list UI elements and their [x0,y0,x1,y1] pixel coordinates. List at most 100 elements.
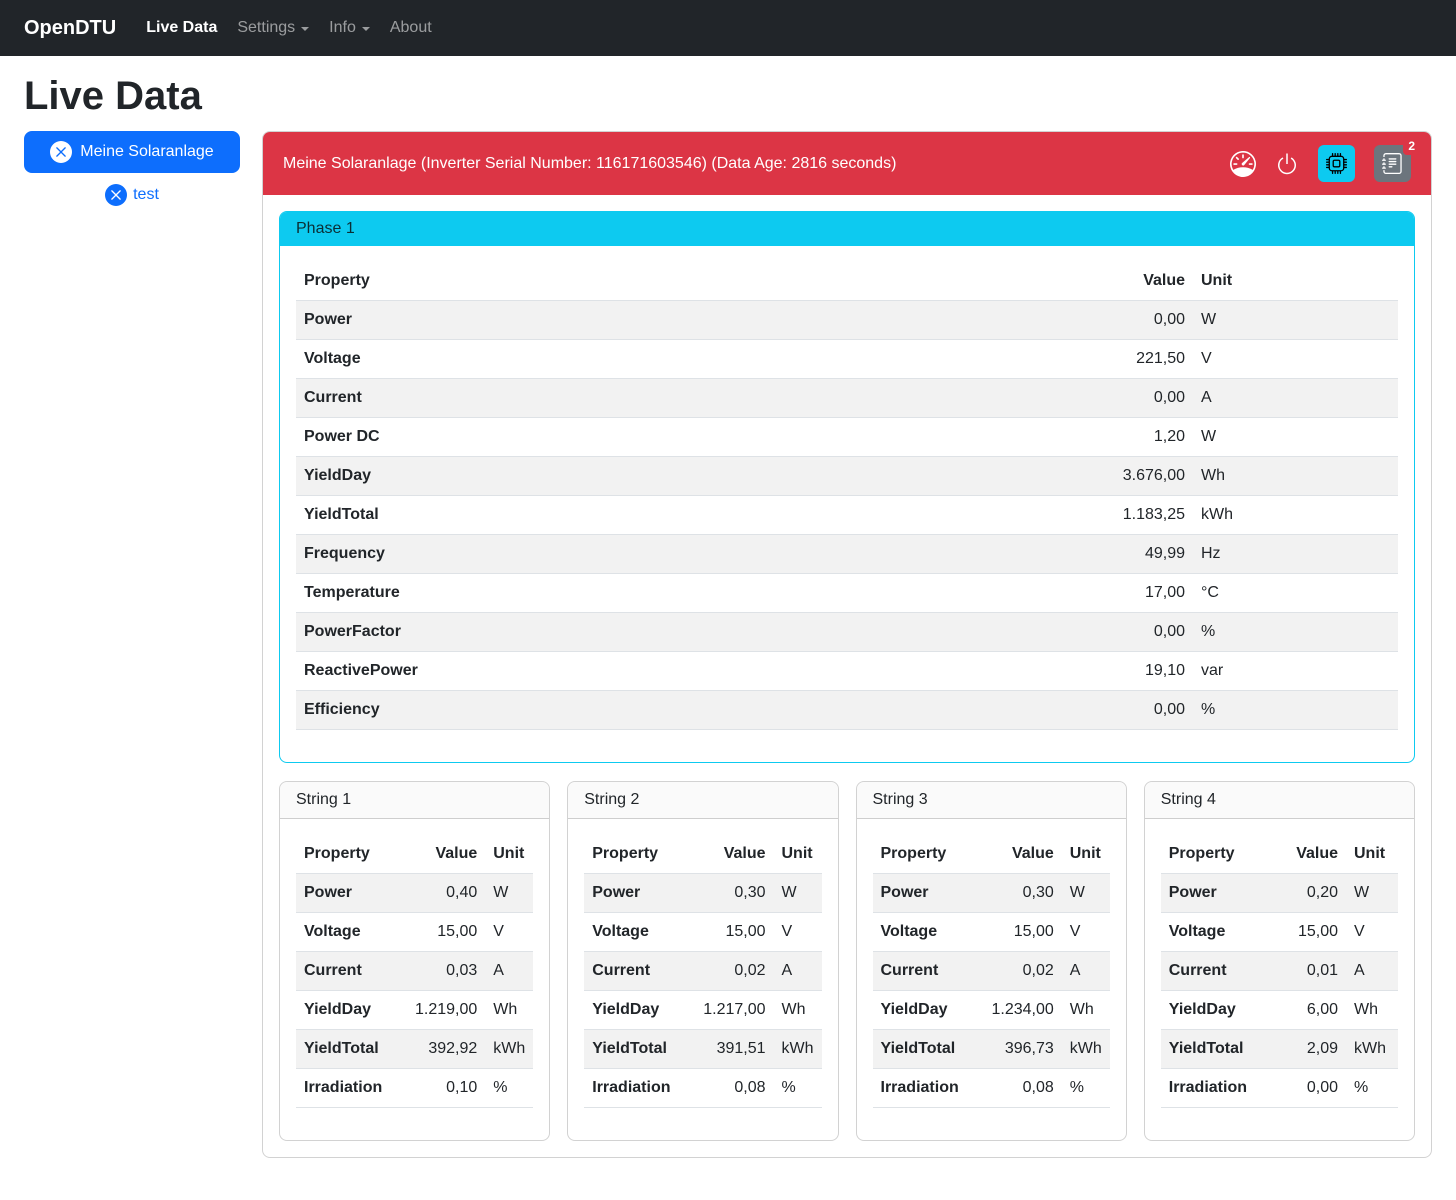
property-cell: Voltage [1160,912,1280,952]
nav-item-live-data[interactable]: Live Data [136,11,227,45]
chevron-down-icon [301,27,310,31]
column-header: Property [296,262,1073,301]
unit-cell: V [1346,912,1398,952]
unit-cell: W [1193,300,1398,340]
unit-cell: A [1346,951,1398,991]
table-row: Irradiation 0,08% [872,1068,1110,1108]
inverter-panel-title: Meine Solaranlage (Inverter Serial Numbe… [283,154,897,172]
unit-cell: % [1346,1068,1398,1108]
unit-cell: % [485,1068,534,1108]
inverter-panel-header: Meine Solaranlage (Inverter Serial Numbe… [263,132,1431,195]
property-cell: Power [1160,873,1280,913]
value-cell: 1.219,00 [406,990,486,1030]
column-header: Property [296,835,407,874]
nav-item-info[interactable]: Info [319,11,380,45]
table-row: Irradiation 0,08% [584,1068,822,1108]
inverter-panel-body: Phase 1 Property Value Unit Power 0,00 W Volta… [263,195,1431,1157]
property-cell: Power [872,873,984,913]
unit-cell: Wh [773,990,822,1030]
value-cell: 15,00 [406,912,486,952]
property-cell: Current [584,951,696,991]
unit-cell: W [1193,417,1398,457]
strings-row: String 1 Property Value Unit Power 0,40 W Volt… [279,781,1415,1141]
property-cell: YieldDay [296,990,407,1030]
inverter-select-test[interactable]: test [24,184,240,206]
limit-settings-button[interactable] [1230,150,1256,177]
unit-cell: var [1193,651,1398,691]
inverter-select-meine-solaranlage[interactable]: Meine Solaranlage [24,131,240,173]
table-row: Irradiation 0,00% [1160,1068,1398,1108]
property-cell: ReactivePower [296,651,1073,691]
column-header: Value [695,835,774,874]
value-cell: 0,02 [983,951,1062,991]
table-header-row: Property Value Unit [296,262,1398,301]
string-card-body: Property Value Unit Power 0,40 W Voltage 15,00 V… [280,819,549,1140]
property-cell: Voltage [296,912,407,952]
nav-item-label: Live Data [146,19,218,36]
value-cell: 15,00 [1279,912,1346,952]
unit-cell: Wh [1193,456,1398,496]
value-cell: 1.217,00 [695,990,774,1030]
phase-table: Property Value Unit Power 0,00 W Voltage 221,50… [296,262,1398,730]
power-control-button[interactable] [1275,152,1299,176]
value-cell: 0,00 [1073,612,1193,652]
string-card: String 2 Property Value Unit Power 0,30 W Volt… [567,781,839,1141]
unit-cell: kWh [1193,495,1398,535]
value-cell: 1,20 [1073,417,1193,457]
table-row: Voltage 221,50 V [296,339,1398,379]
value-cell: 19,10 [1073,651,1193,691]
unit-cell: kWh [485,1029,534,1069]
string-card-body: Property Value Unit Power 0,30 W Voltage 15,00 V… [857,819,1126,1140]
property-cell: YieldDay [296,456,1073,496]
table-row: YieldTotal 391,51 kWh [584,1029,822,1069]
nav-item-about[interactable]: About [380,11,442,45]
unit-cell: % [1193,690,1398,730]
property-cell: Voltage [296,339,1073,379]
unit-cell: W [485,873,534,913]
speedometer-icon [1230,150,1256,177]
unit-cell: Wh [1061,990,1110,1030]
unit-cell: kWh [1346,1029,1398,1069]
property-cell: Irradiation [872,1068,984,1108]
value-cell: 0,00 [1073,690,1193,730]
table-row: Voltage 15,00 V [1160,912,1398,952]
value-cell: 0,03 [406,951,486,991]
brand-link[interactable]: OpenDTU [24,16,117,39]
value-cell: 0,00 [1073,300,1193,340]
property-cell: YieldTotal [1160,1029,1280,1069]
property-cell: PowerFactor [296,612,1073,652]
table-row: Voltage 15,00 V [296,912,534,952]
property-cell: Current [296,378,1073,418]
property-cell: Irradiation [1160,1068,1280,1108]
property-cell: Temperature [296,573,1073,613]
property-cell: Current [872,951,984,991]
unit-cell: % [773,1068,822,1108]
value-cell: 391,51 [695,1029,774,1069]
phase-card: Phase 1 Property Value Unit Power 0,00 W Volta… [279,211,1415,763]
value-cell: 0,30 [695,873,774,913]
unit-cell: W [1346,873,1398,913]
event-log-button[interactable]: 2 [1374,137,1420,182]
unit-cell: A [773,951,822,991]
cpu-icon [1326,153,1347,174]
string-table: Property Value Unit Power 0,30 W Voltage 15,00 V… [872,835,1110,1108]
value-cell: 0,08 [983,1068,1062,1108]
unit-cell: V [1193,339,1398,379]
value-cell: 0,30 [983,873,1062,913]
device-info-button[interactable] [1318,145,1355,182]
unit-cell: A [1193,378,1398,418]
property-cell: Voltage [584,912,696,952]
value-cell: 0,10 [406,1068,486,1108]
unit-cell: W [773,873,822,913]
phase-card-body: Property Value Unit Power 0,00 W Voltage 221,50… [280,246,1414,762]
value-cell: 2,09 [1279,1029,1346,1069]
table-row: Current 0,00 A [296,378,1398,418]
value-cell: 6,00 [1279,990,1346,1030]
property-cell: YieldTotal [584,1029,696,1069]
property-cell: Voltage [872,912,984,952]
table-row: Power DC 1,20 W [296,417,1398,457]
inverter-name-label: Meine Solaranlage [80,143,214,160]
table-row: Efficiency 0,00% [296,690,1398,730]
table-row: YieldTotal 396,73 kWh [872,1029,1110,1069]
nav-item-settings[interactable]: Settings [227,11,319,45]
